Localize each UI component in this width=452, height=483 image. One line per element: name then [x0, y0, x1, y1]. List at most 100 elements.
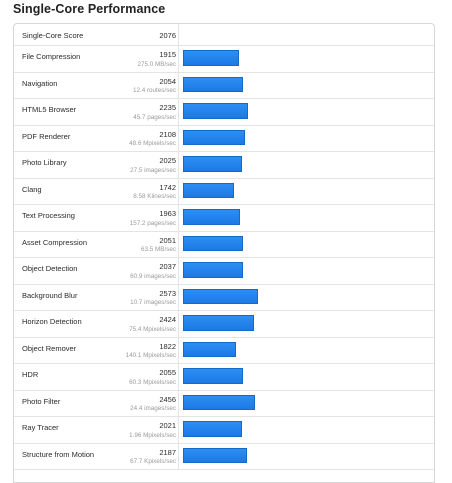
benchmark-name: Asset Compression: [22, 237, 88, 247]
benchmark-row: Photo Library 2025 27.5 images/sec: [14, 152, 434, 179]
benchmark-score-bar: [183, 209, 240, 225]
benchmark-score: 1963: [159, 209, 176, 218]
benchmark-detail: 60.3 Mpixels/sec: [129, 378, 176, 386]
benchmark-detail: 45.7 pages/sec: [133, 113, 176, 121]
benchmark-detail: 10.7 images/sec: [130, 299, 176, 306]
benchmark-score-bar: [183, 235, 243, 251]
benchmark-detail: 157.2 pages/sec: [129, 219, 176, 227]
benchmark-row: Ray Tracer 2021 1.96 Mpixels/sec: [14, 417, 434, 444]
benchmark-row: Navigation 2054 12.4 routes/sec: [14, 72, 434, 99]
benchmark-score-bar: [183, 315, 254, 331]
benchmark-score: 2037: [159, 262, 176, 271]
benchmark-name: Object Detection: [22, 264, 78, 273]
page-title: Single-Core Performance: [13, 2, 166, 16]
benchmark-name: Horizon Detection: [22, 317, 82, 326]
benchmark-score-bar: [183, 129, 245, 145]
benchmark-score: 2187: [159, 447, 176, 457]
benchmark-row: Text Processing 1963 157.2 pages/sec: [14, 205, 434, 232]
benchmark-row: Asset Compression 2051 63.5 MB/sec: [14, 231, 434, 258]
benchmark-name: Background Blur: [22, 290, 78, 300]
benchmark-score-bar: [183, 156, 242, 172]
benchmark-score: 1822: [159, 341, 176, 351]
benchmark-detail: 75.4 Mpixels/sec: [129, 325, 176, 333]
single-core-score-label: Single-Core Score: [22, 31, 84, 40]
benchmark-row: Object Remover 1822 140.1 Mpixels/sec: [14, 337, 434, 364]
benchmark-detail: 140.1 Mpixels/sec: [125, 352, 176, 359]
benchmark-row: Photo Filter 2456 24.4 images/sec: [14, 390, 434, 417]
column-divider: [178, 417, 179, 443]
test-rows: File Compression 1915 275.0 MB/sec Navigati…: [14, 46, 434, 470]
benchmark-score-bar: [183, 288, 258, 304]
column-divider: [178, 231, 179, 257]
benchmark-detail: 60.9 images/sec: [130, 272, 176, 280]
benchmark-score-bar: [183, 76, 243, 92]
benchmark-detail: 8.58 Klines/sec: [133, 193, 176, 200]
benchmark-score: 1742: [159, 182, 176, 192]
benchmark-row: Object Detection 2037 60.9 images/sec: [14, 258, 434, 285]
column-divider: [178, 205, 179, 231]
benchmark-name: Object Remover: [22, 343, 77, 353]
benchmark-score-bar: [183, 182, 234, 198]
benchmark-detail: 27.5 images/sec: [130, 166, 176, 174]
column-divider: [178, 125, 179, 151]
benchmark-score: 1915: [159, 50, 176, 59]
single-core-score-value: 2076: [159, 31, 176, 40]
benchmark-row: Clang 1742 8.58 Klines/sec: [14, 178, 434, 205]
benchmark-name: HTML5 Browser: [22, 105, 77, 114]
benchmark-score: 2055: [159, 368, 176, 377]
benchmark-score: 2021: [159, 421, 176, 430]
benchmark-score-bar: [183, 341, 236, 357]
benchmark-score-bar: [183, 394, 255, 410]
benchmark-row: Background Blur 2573 10.7 images/sec: [14, 284, 434, 311]
benchmark-name: Photo Filter: [22, 396, 61, 406]
column-divider: [178, 443, 179, 469]
benchmark-score: 2573: [159, 288, 176, 298]
benchmark-name: Photo Library: [22, 158, 67, 167]
benchmark-score-bar: [183, 103, 248, 119]
benchmark-score-bar: [183, 368, 243, 384]
column-divider: [178, 390, 179, 416]
benchmark-row: File Compression 1915 275.0 MB/sec: [14, 46, 434, 73]
benchmark-row: Horizon Detection 2424 75.4 Mpixels/sec: [14, 311, 434, 338]
column-divider: [178, 258, 179, 284]
column-divider: [178, 337, 179, 363]
benchmark-detail: 63.5 MB/sec: [141, 246, 176, 253]
column-divider: [178, 24, 179, 45]
benchmark-row: Structure from Motion 2187 67.7 Kpixels/se…: [14, 443, 434, 470]
benchmark-score: 2054: [159, 76, 176, 86]
column-divider: [178, 178, 179, 204]
column-divider: [178, 46, 179, 72]
benchmark-detail: 67.7 Kpixels/sec: [130, 458, 176, 465]
benchmark-row: HDR 2055 60.3 Mpixels/sec: [14, 364, 434, 391]
benchmark-score: 2051: [159, 235, 176, 245]
benchmark-score-bar: [183, 262, 243, 278]
benchmark-score-bar: [183, 50, 239, 66]
column-divider: [178, 284, 179, 310]
column-divider: [178, 364, 179, 390]
benchmark-score: 2235: [159, 103, 176, 112]
benchmark-name: PDF Renderer: [22, 131, 71, 141]
benchmark-name: Clang: [22, 184, 42, 194]
benchmark-score: 2108: [159, 129, 176, 139]
benchmark-detail: 1.96 Mpixels/sec: [129, 431, 176, 439]
benchmark-name: Ray Tracer: [22, 423, 59, 432]
benchmark-detail: 48.6 Mpixels/sec: [129, 140, 176, 147]
benchmark-score: 2424: [159, 315, 176, 324]
benchmark-score: 2456: [159, 394, 176, 404]
benchmark-name: Navigation: [22, 78, 58, 88]
benchmark-name: Structure from Motion: [22, 449, 95, 459]
results-table: Single-Core Score 2076 File Compression 1…: [13, 23, 435, 483]
benchmark-score-bar: [183, 447, 247, 463]
column-divider: [178, 72, 179, 98]
benchmark-detail: 12.4 routes/sec: [132, 87, 176, 94]
benchmark-score-bar: [183, 421, 242, 437]
benchmark-row: HTML5 Browser 2235 45.7 pages/sec: [14, 99, 434, 126]
benchmark-name: Text Processing: [22, 211, 75, 220]
benchmark-name: File Compression: [22, 52, 81, 61]
column-divider: [178, 99, 179, 125]
benchmark-row: PDF Renderer 2108 48.6 Mpixels/sec: [14, 125, 434, 152]
single-core-score-row: Single-Core Score 2076: [14, 24, 434, 46]
benchmark-detail: 275.0 MB/sec: [137, 60, 176, 68]
column-divider: [178, 152, 179, 178]
benchmark-score: 2025: [159, 156, 176, 165]
